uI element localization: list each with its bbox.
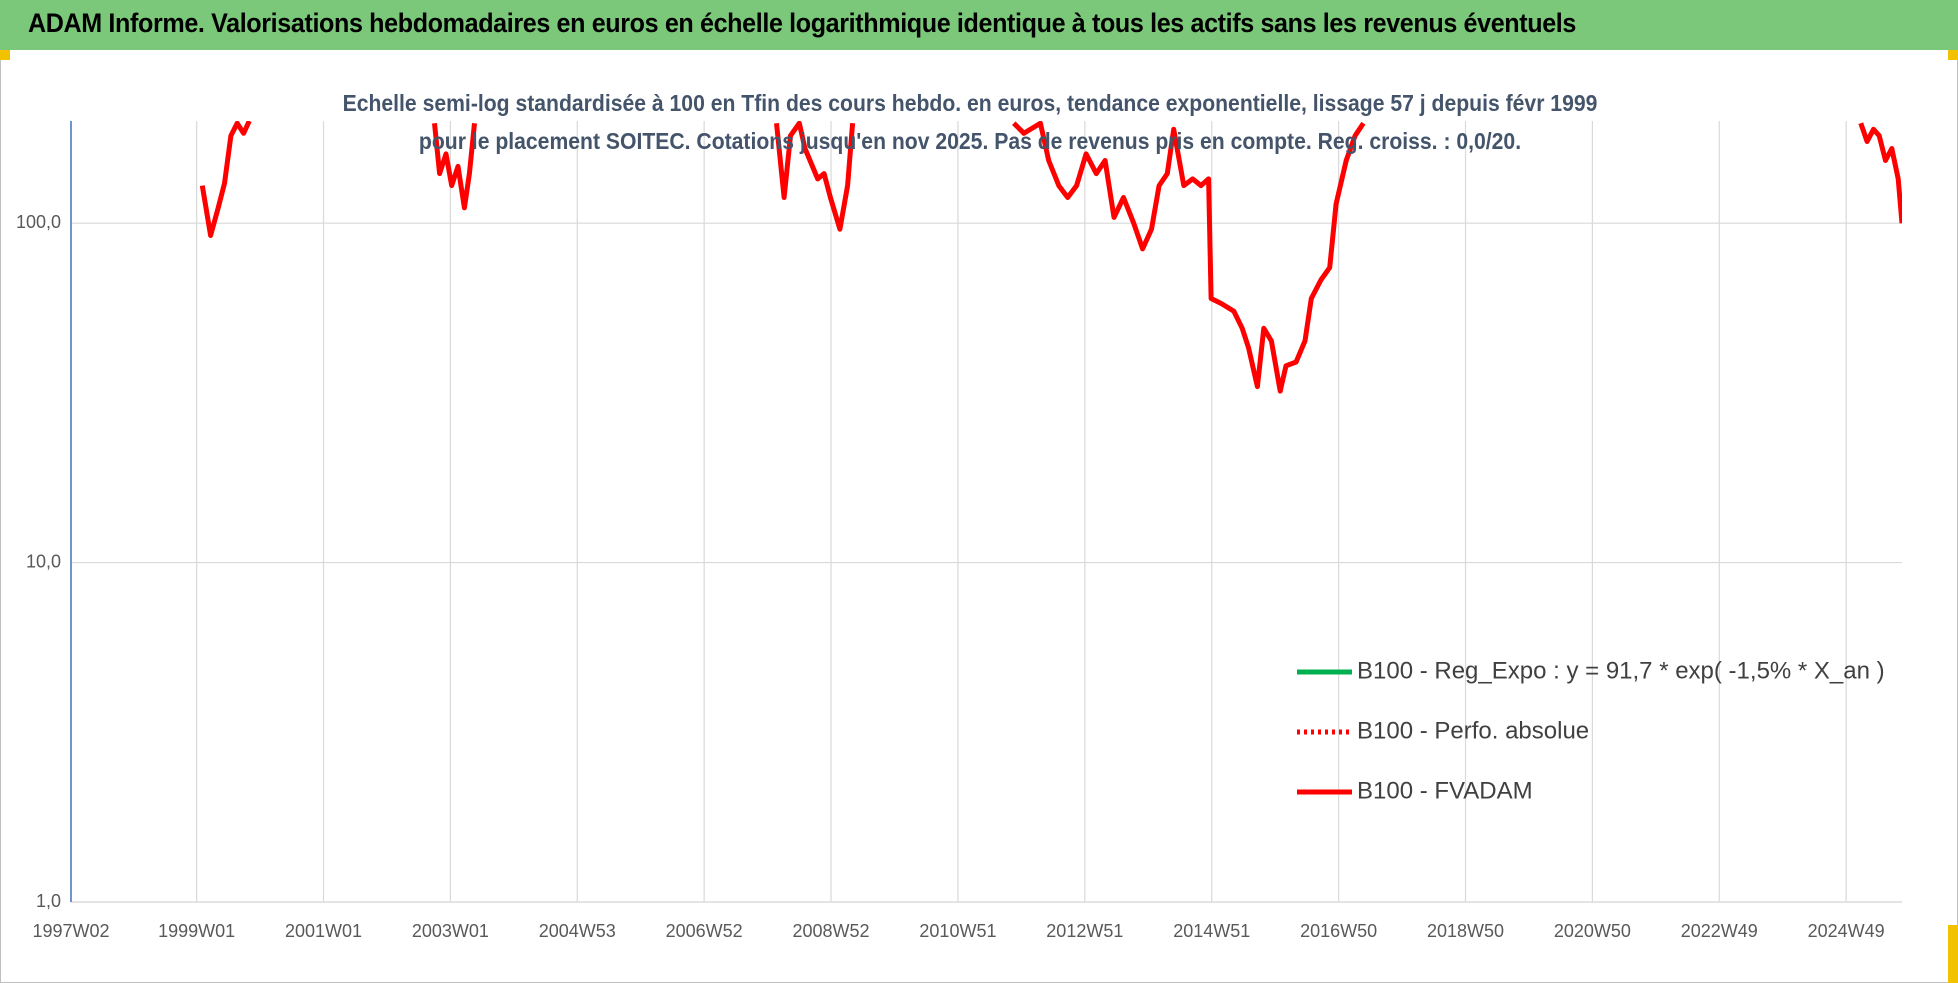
x-tick-label: 2014W51 (1173, 921, 1250, 941)
x-tick-label: 2008W52 (793, 921, 870, 941)
corner-mark (1948, 925, 1958, 983)
x-tick-label: 2010W51 (919, 921, 996, 941)
legend-label: B100 - Perfo. absolue (1357, 717, 1589, 744)
plot-area (199, 121, 1902, 394)
x-tick-label: 1999W01 (158, 921, 235, 941)
header-bar: ADAM Informe. Valorisations hebdomadaire… (0, 0, 1958, 50)
x-tick-label: 2012W51 (1046, 921, 1123, 941)
x-tick-label: 2004W53 (539, 921, 616, 941)
corner-mark (0, 50, 10, 60)
legend-label: B100 - FVADAM (1357, 777, 1533, 804)
x-tick-label: 2016W50 (1300, 921, 1377, 941)
x-tick-label: 2022W49 (1681, 921, 1758, 941)
x-tick-label: 2001W01 (285, 921, 362, 941)
chart-title: ADAM Informe. Valorisations hebdomadaire… (28, 8, 1577, 38)
x-tick-label: 2018W50 (1427, 921, 1504, 941)
chart-subtitle: Echelle semi-log standardisée à 100 en T… (342, 90, 1598, 154)
grid (70, 121, 1902, 903)
x-tick-label: 2024W49 (1808, 921, 1885, 941)
series-line (199, 121, 1902, 394)
y-tick-label: 100,0 (16, 212, 61, 232)
x-tick-label: 2003W01 (412, 921, 489, 941)
x-tick-label: 2006W52 (666, 921, 743, 941)
y-tick-label: 1,0 (36, 891, 61, 911)
labels: 1,0 10,0 100,0 1997W02 1999W01 2001W01 2003W01… (16, 212, 1885, 941)
y-tick-label: 10,0 (26, 551, 61, 571)
x-tick-label: 1997W02 (32, 921, 109, 941)
legend-label: B100 - Reg_Expo : y = 91,7 * exp( -1,5% … (1357, 657, 1885, 684)
corner-mark (1948, 50, 1958, 60)
x-tick-label: 2020W50 (1554, 921, 1631, 941)
